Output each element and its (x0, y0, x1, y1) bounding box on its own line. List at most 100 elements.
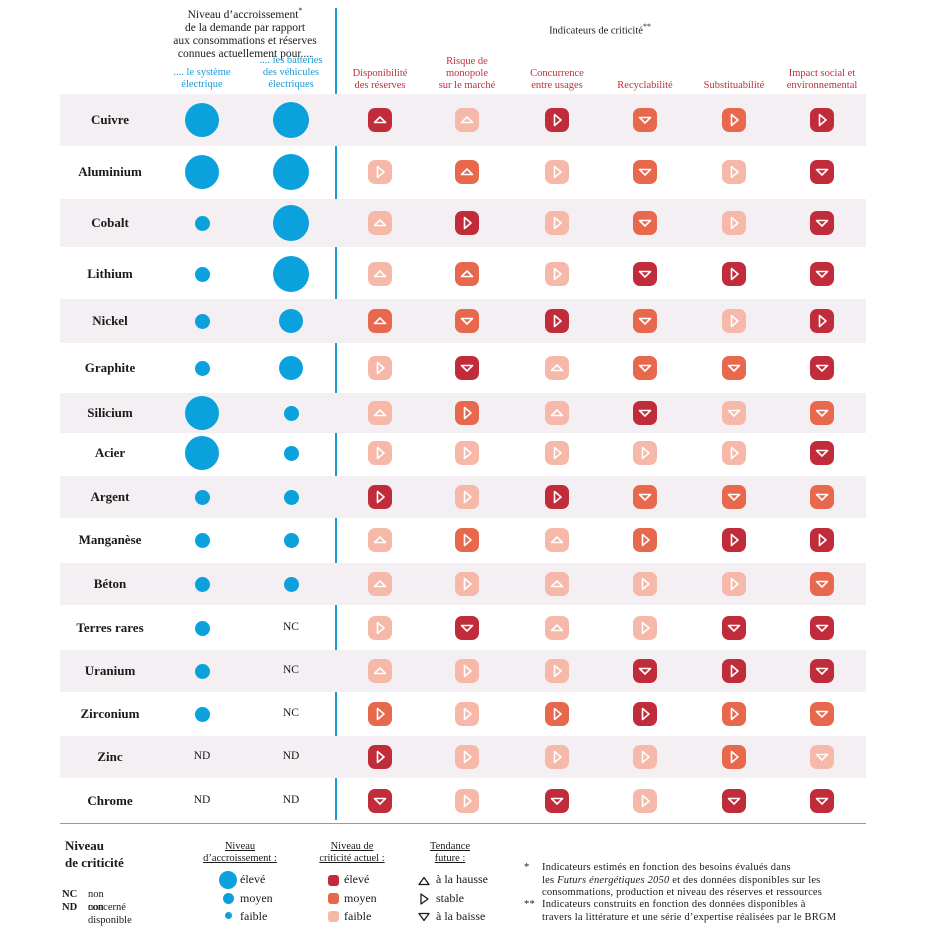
criticity-badge (633, 108, 657, 132)
legend-label-stable: stable (436, 891, 464, 905)
legend-demand-head: Niveau d’accroissement : (200, 841, 280, 865)
footnote-text: les (542, 874, 558, 886)
legend-label-medium: moyen (344, 891, 377, 905)
demand-header: Niveau d’accroissement* de la demande pa… (150, 4, 340, 61)
criticity-badge (368, 441, 392, 465)
nd-abbr: ND (62, 902, 78, 913)
criticity-badge (633, 160, 657, 184)
criticity-badge (545, 356, 569, 380)
criticity-title: Indicateurs de criticité (549, 25, 643, 37)
trend-down-icon (815, 219, 829, 227)
material-label: Zirconium (80, 706, 140, 721)
trend-stable-icon (730, 267, 739, 281)
criticity-badge (722, 485, 746, 509)
trend-down-icon (815, 168, 829, 176)
criticity-badge (810, 745, 834, 769)
criticity-badge (455, 356, 479, 380)
demand-battery-dot (279, 356, 303, 380)
trend-stable-icon (641, 446, 650, 460)
trend-up-icon (460, 270, 474, 278)
criticity-badge (368, 616, 392, 640)
criticity-badge (455, 528, 479, 552)
trend-down-icon (727, 409, 741, 417)
trend-up-icon (373, 116, 387, 124)
trend-down-icon (638, 493, 652, 501)
criticity-badge (810, 262, 834, 286)
criticity-badge (810, 485, 834, 509)
trend-down-icon (638, 317, 652, 325)
criticity-badge (455, 789, 479, 813)
demand-header-line: aux consommations et réserves (173, 34, 317, 47)
material-label: Acier (94, 445, 126, 460)
trend-down-icon (638, 168, 652, 176)
trend-stable-icon (463, 490, 472, 504)
trend-up-icon (373, 536, 387, 544)
trend-stable-icon (730, 533, 739, 547)
legend-label-medium: moyen (240, 891, 273, 905)
criticity-badge (368, 160, 392, 184)
material-label: Uranium (84, 663, 136, 678)
demand-system-dot (194, 313, 210, 329)
indicator-header: Risque de monopole sur le marché (419, 56, 515, 92)
criticity-badge (455, 401, 479, 425)
criticity-badge (455, 211, 479, 235)
criticity-badge (545, 789, 569, 813)
material-label: Nickel (92, 313, 128, 328)
legend-head-line: future : (434, 853, 466, 864)
criticity-badge (368, 485, 392, 509)
trend-up-icon (550, 624, 564, 632)
criticity-badge (810, 160, 834, 184)
trend-down-icon (727, 364, 741, 372)
indicator-header-line: Substituabilité (703, 80, 765, 91)
legend-title: Niveau de criticité (65, 837, 124, 871)
trend-up-icon (373, 409, 387, 417)
criticity-badge (545, 160, 569, 184)
indicator-header: Impact social et environnemental (774, 68, 870, 92)
trend-stable-icon (463, 707, 472, 721)
criticity-badge (368, 108, 392, 132)
criticity-header: Indicateurs de criticité** (520, 22, 680, 37)
criticity-badge (722, 160, 746, 184)
criticity-badge (810, 572, 834, 596)
demand-system-dot (194, 706, 210, 722)
demand-battery-dot (283, 405, 299, 421)
trend-down-icon (815, 667, 829, 675)
criticity-badge (810, 211, 834, 235)
criticity-badge (722, 528, 746, 552)
legend-label-high: élevé (344, 872, 370, 886)
trend-stable-icon (463, 216, 472, 230)
material-label: Lithium (87, 266, 133, 281)
trend-stable-icon (641, 577, 650, 591)
criticity-badge (633, 745, 657, 769)
col-header-line: .... le système (173, 67, 231, 78)
legend-head-line: Tendance (429, 841, 471, 852)
criticity-badge (633, 659, 657, 683)
criticity-badge (722, 616, 746, 640)
indicator-header-line: Disponibilité (352, 68, 408, 79)
demand-battery-dot (273, 154, 309, 190)
trend-stable-icon (463, 664, 472, 678)
legend-label-low: faible (344, 909, 372, 923)
footnote-italic: Futurs énergétiques 2050 (557, 874, 670, 886)
criticity-badge (633, 441, 657, 465)
demand-system-dot (194, 576, 210, 592)
criticity-badge (810, 702, 834, 726)
criticity-badge (545, 309, 569, 333)
criticity-badge (810, 108, 834, 132)
trend-stable-icon (420, 893, 429, 905)
criticity-badge (368, 262, 392, 286)
trend-stable-icon (463, 533, 472, 547)
demand-system-text: ND (193, 750, 211, 762)
legend-swatch-low (328, 911, 339, 922)
trend-stable-icon (553, 165, 562, 179)
demand-system-dot (194, 489, 210, 505)
criticity-badge (455, 262, 479, 286)
trend-down-icon (638, 116, 652, 124)
demand-battery-dot (273, 205, 309, 241)
indicator-header-line: Risque de (446, 56, 488, 67)
indicator-header: Recyclabilité (597, 80, 693, 92)
demand-battery-dot (283, 532, 299, 548)
criticity-badge (545, 211, 569, 235)
legend-swatch-high (328, 875, 339, 886)
col-header-line: des véhicules (262, 67, 320, 78)
